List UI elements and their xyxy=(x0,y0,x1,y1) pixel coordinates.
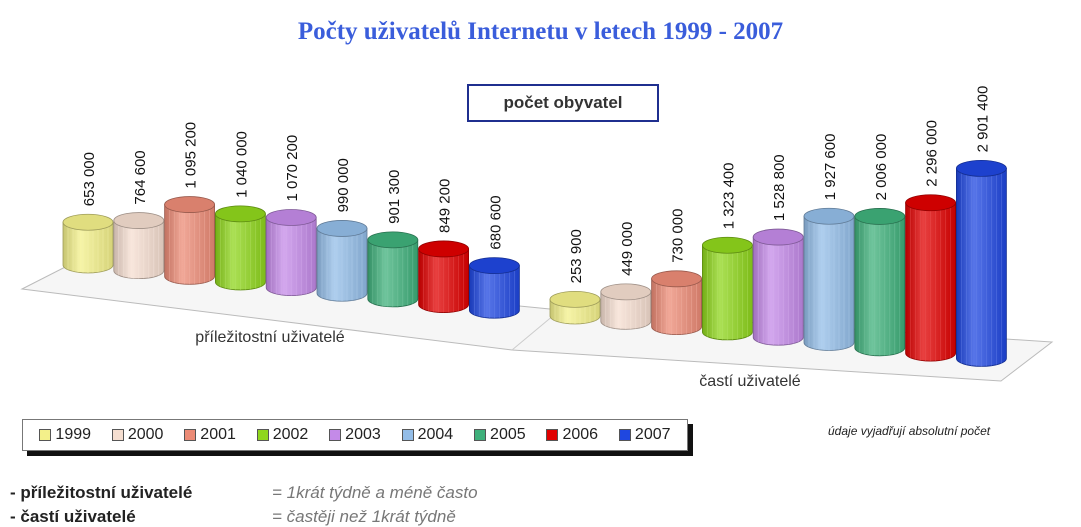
bar-1999-frequent xyxy=(549,290,601,325)
data-note: údaje vyjadřují absolutní počet xyxy=(828,424,991,438)
legend-label: 2003 xyxy=(345,426,381,443)
value-label: 1 323 400 xyxy=(720,163,737,230)
legend-item-2004: 2004 xyxy=(401,426,454,444)
legend-item-2005: 2005 xyxy=(474,426,526,444)
legend-label: 1999 xyxy=(55,426,92,443)
legend-swatch xyxy=(111,429,124,441)
value-label: 849 200 xyxy=(437,179,454,233)
bar-2007-occasional xyxy=(468,257,520,319)
legend-item-2003: 2003 xyxy=(329,426,381,444)
legend-label: 2007 xyxy=(634,426,671,443)
bar-2006-occasional xyxy=(418,240,470,313)
value-label: 2 006 000 xyxy=(873,134,890,201)
value-label: 1 095 200 xyxy=(183,122,200,189)
value-label: 1 040 000 xyxy=(233,131,250,198)
legend-swatch xyxy=(256,429,269,441)
legend: 1999 2000 2001 2002 2003 2004 2005 2006 2007 xyxy=(22,419,688,451)
legend-label: 2002 xyxy=(272,426,309,443)
value-label: 253 900 xyxy=(568,229,585,283)
bar-2001-frequent xyxy=(651,270,702,335)
value-label: 2 296 000 xyxy=(924,120,941,187)
definition-row-frequent: - častí uživatelé = častěji než 1krát týd… xyxy=(10,507,456,527)
bar-2004-occasional xyxy=(316,220,368,302)
bar-2004-frequent xyxy=(803,207,855,351)
legend-swatch xyxy=(401,429,414,441)
bar-2006-frequent xyxy=(905,194,956,362)
legend-item-1999: 1999 xyxy=(39,426,91,444)
legend-item-2000: 2000 xyxy=(111,426,164,444)
legend-swatch xyxy=(184,429,197,441)
legend-item-2002: 2002 xyxy=(256,426,309,444)
legend-item-2007: 2007 xyxy=(618,426,671,444)
bar-2003-occasional xyxy=(265,209,317,296)
unit-label-box: počet obyvatel xyxy=(467,84,659,122)
definition-desc: = 1krát týdně a méně často xyxy=(272,483,478,502)
bar-2005-occasional xyxy=(367,231,419,308)
definition-desc: = častěji než 1krát týdně xyxy=(272,507,456,526)
category-label: příležitostní uživatelé xyxy=(195,329,345,346)
legend-swatch xyxy=(474,429,487,441)
value-label: 901 300 xyxy=(386,170,403,224)
definition-term: - častí uživatelé xyxy=(10,507,136,526)
bar-2001-occasional xyxy=(164,196,216,285)
bar-2000-frequent xyxy=(600,283,652,330)
category-labels: příležitostní uživatelé častí uživatelé xyxy=(195,329,800,390)
legend-label: 2006 xyxy=(562,426,599,443)
bar-layer: 653 000 253 900 764 600 449 000 1 095 200 730… xyxy=(62,86,1007,367)
value-label: 764 600 xyxy=(132,150,149,204)
legend-label: 2001 xyxy=(200,426,236,443)
bar-2003-frequent xyxy=(752,228,804,346)
definition-term: - příležitostní uživatelé xyxy=(10,483,193,502)
legend-item-2006: 2006 xyxy=(546,426,598,444)
legend-label: 2005 xyxy=(490,426,526,443)
value-label: 1 070 200 xyxy=(284,135,301,202)
value-label: 1 528 800 xyxy=(771,154,788,221)
value-label: 653 000 xyxy=(81,152,98,206)
legend-swatch xyxy=(329,429,342,441)
category-label: častí uživatelé xyxy=(699,373,800,390)
legend-label: 2004 xyxy=(417,426,454,443)
value-label: 990 000 xyxy=(335,158,352,212)
value-label: 730 000 xyxy=(670,209,687,263)
value-label: 680 600 xyxy=(487,195,504,249)
chart-title: Počty uživatelů Internetu v letech 1999 … xyxy=(297,18,784,45)
legend-swatch xyxy=(39,429,52,441)
bar-2007-frequent xyxy=(956,159,1007,367)
legend-label: 2000 xyxy=(127,426,164,443)
definition-row-occasional: - příležitostní uživatelé = 1krát týdně a… xyxy=(10,483,478,503)
bar-2000-occasional xyxy=(113,212,165,280)
bar-2002-frequent xyxy=(702,236,753,341)
bar-2002-occasional xyxy=(214,205,266,291)
value-label: 2 901 400 xyxy=(974,86,991,153)
value-label: 1 927 600 xyxy=(822,134,839,201)
legend-swatch xyxy=(618,429,631,441)
bar-2005-frequent xyxy=(854,208,906,357)
legend-swatch xyxy=(546,429,559,441)
bar-1999-occasional xyxy=(62,213,114,274)
value-label: 449 000 xyxy=(619,222,636,276)
legend-item-2001: 2001 xyxy=(184,426,236,444)
